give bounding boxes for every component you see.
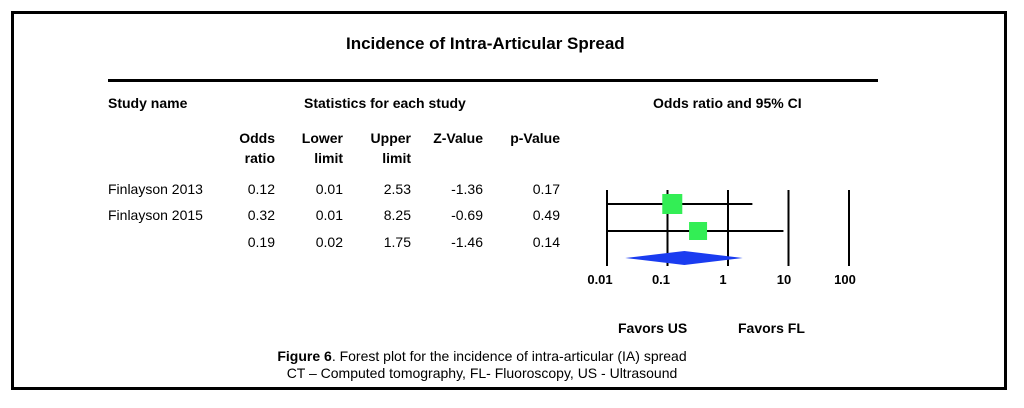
cell-p-value: 0.17 [532,181,560,197]
cell-z-value: -0.69 [451,207,483,223]
col-header-odds-ratio: Odds ratio [205,128,275,168]
col-header-p-value: p-Value [490,128,560,148]
cell-upper-limit: 1.75 [383,234,411,250]
cell-p-value: 0.14 [532,234,560,250]
study-box [689,222,708,240]
cell-upper-limit: 8.25 [383,207,411,223]
x-tick-label: 10 [776,272,792,287]
cell-lower-limit: 0.01 [315,181,343,197]
header-study-name: Study name [108,95,188,111]
cell-upper-limit: 2.53 [383,181,411,197]
col-header-line2: ratio [244,150,275,166]
header-odds-ci: Odds ratio and 95% CI [653,95,802,111]
favors-left-label: Favors US [618,320,688,336]
cell-odds-ratio: 0.32 [247,207,275,223]
col-header-line2: limit [314,150,343,166]
col-header-line1: Upper [370,130,411,146]
cell-lower-limit: 0.01 [315,207,343,223]
cell-z-value: -1.36 [451,181,483,197]
x-tick-label: 0.1 [651,272,671,287]
header-rule [108,79,878,82]
cell-lower-limit: 0.02 [315,234,343,250]
study-name: Finlayson 2015 [108,207,203,223]
col-header-line2: Z-Value [433,130,483,146]
col-header-line1: Lower [301,130,343,146]
chart-title: Incidence of Intra-Articular Spread [346,34,625,53]
study-name: Finlayson 2013 [108,181,203,197]
col-header-line2: p-Value [510,130,560,146]
cell-z-value: -1.46 [451,234,483,250]
caption-text: . Forest plot for the incidence of intra… [331,348,687,364]
summary-diamond [625,251,743,265]
cell-p-value: 0.49 [532,207,560,223]
x-tick-label: 0.01 [587,272,613,287]
col-header-line2: limit [382,150,411,166]
study-box [662,194,683,214]
col-header-lower-limit: Lower limit [273,128,343,168]
x-tick-label: 100 [834,272,856,287]
x-tick-label: 1 [719,272,727,287]
figure-label: Figure 6 [277,348,332,364]
figure-frame [11,11,1007,390]
col-header-upper-limit: Upper limit [341,128,411,168]
cell-odds-ratio: 0.19 [247,234,275,250]
figure-caption-line1: Figure 6. Forest plot for the incidence … [182,348,782,364]
col-header-z-value: Z-Value [413,128,483,148]
col-header-line1: Odds [239,130,275,146]
header-statistics: Statistics for each study [304,95,466,111]
favors-right-label: Favors FL [738,320,805,336]
cell-odds-ratio: 0.12 [247,181,275,197]
figure-caption-line2: CT – Computed tomography, FL- Fluoroscop… [286,365,678,381]
